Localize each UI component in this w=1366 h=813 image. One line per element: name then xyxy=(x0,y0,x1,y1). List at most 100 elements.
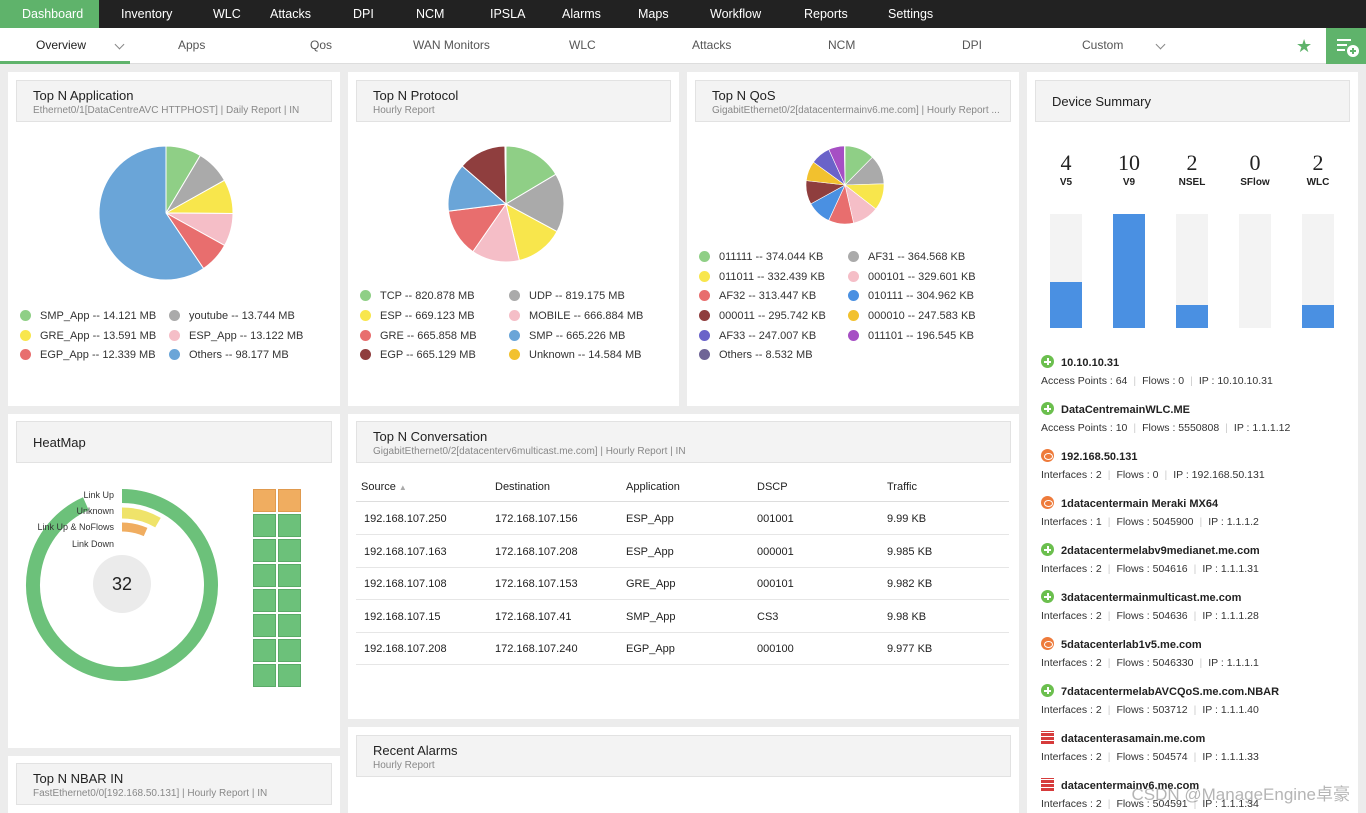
nav-workflow[interactable]: Workflow xyxy=(710,7,762,21)
device-name-row[interactable]: 5datacenterlab1v5.me.com xyxy=(1041,637,1361,651)
alarms-header[interactable]: Recent Alarms Hourly Report xyxy=(356,735,1011,777)
table-row[interactable]: 192.168.107.15 172.168.107.41 SMP_App CS3 9.… xyxy=(356,601,1009,633)
legend-item[interactable]: ESP_App -- 13.122 MB xyxy=(169,329,303,343)
nav-ncm[interactable]: NCM xyxy=(416,7,445,21)
top-app-pie-chart[interactable] xyxy=(99,146,233,280)
nav-dpi[interactable]: DPI xyxy=(353,7,374,21)
device-item[interactable]: 3datacentermainmulticast.me.com Interface… xyxy=(1041,590,1361,622)
donut-arc-link-up[interactable] xyxy=(26,489,218,681)
subnav-overview[interactable]: Overview xyxy=(0,28,130,64)
nav-dashboard[interactable]: Dashboard xyxy=(0,0,99,28)
nav-ipsla[interactable]: IPSLA xyxy=(490,7,526,21)
device-name-row[interactable]: datacenterasamain.me.com xyxy=(1041,731,1361,745)
col-source[interactable]: Source ▲ xyxy=(361,481,407,493)
heatmap-cell[interactable] xyxy=(253,539,276,562)
heatmap-cell[interactable] xyxy=(278,489,301,512)
col-destination[interactable]: Destination xyxy=(495,481,551,493)
top-qos-pie-chart[interactable] xyxy=(806,146,884,224)
count-sflow[interactable]: 0 SFlow xyxy=(1230,150,1280,188)
col-traffic[interactable]: Traffic xyxy=(887,481,917,493)
top-qos-header[interactable]: Top N QoS GigabitEthernet0/2[datacenterm… xyxy=(695,80,1011,122)
nav-maps[interactable]: Maps xyxy=(638,7,669,21)
heatmap-cell[interactable] xyxy=(253,614,276,637)
count-v9[interactable]: 10 V9 xyxy=(1104,150,1154,188)
subnav-custom[interactable]: Custom xyxy=(1082,38,1124,52)
pie-slice-tcp[interactable] xyxy=(505,146,557,205)
heatmap-cell[interactable] xyxy=(278,564,301,587)
top-protocol-pie-chart[interactable] xyxy=(448,146,564,262)
legend-item[interactable]: 011011 -- 332.439 KB xyxy=(699,270,825,284)
bar-nsel[interactable] xyxy=(1176,214,1208,328)
heatmap-cell[interactable] xyxy=(253,664,276,687)
heatmap-cell[interactable] xyxy=(253,589,276,612)
legend-item[interactable]: 011111 -- 374.044 KB xyxy=(699,250,823,264)
legend-item[interactable]: Unknown -- 14.584 MB xyxy=(509,348,642,362)
legend-item[interactable]: 000011 -- 295.742 KB xyxy=(699,309,826,323)
legend-item[interactable]: GRE_App -- 13.591 MB xyxy=(20,329,156,343)
heatmap-cell[interactable] xyxy=(278,589,301,612)
subnav-dpi[interactable]: DPI xyxy=(962,38,983,52)
legend-item[interactable]: SMP -- 665.226 MB xyxy=(509,329,625,343)
legend-item[interactable]: youtube -- 13.744 MB xyxy=(169,309,295,323)
subnav-attacks[interactable]: Attacks xyxy=(692,38,732,52)
chevron-down-icon[interactable] xyxy=(1155,39,1166,50)
heatmap-header[interactable]: HeatMap xyxy=(16,421,332,463)
legend-item[interactable]: SMP_App -- 14.121 MB xyxy=(20,309,156,323)
heatmap-cell[interactable] xyxy=(278,664,301,687)
device-name-row[interactable]: 192.168.50.131 xyxy=(1041,449,1361,463)
count-wlc[interactable]: 2 WLC xyxy=(1293,150,1343,188)
nav-attacks[interactable]: Attacks xyxy=(270,7,311,21)
nav-wlc[interactable]: WLC xyxy=(213,7,241,21)
star-icon[interactable]: ★ xyxy=(1296,36,1313,56)
device-item[interactable]: 5datacenterlab1v5.me.com Interfaces : 2 | F… xyxy=(1041,637,1361,669)
device-item[interactable]: datacenterasamain.me.com Interfaces : 2 | F… xyxy=(1041,731,1361,763)
device-name-row[interactable]: 3datacentermainmulticast.me.com xyxy=(1041,590,1361,604)
device-item[interactable]: 1datacentermain Meraki MX64 Interfaces : … xyxy=(1041,496,1361,528)
device-name-row[interactable]: DataCentremainWLC.ME xyxy=(1041,402,1361,416)
subnav-wan-monitors[interactable]: WAN Monitors xyxy=(413,38,490,52)
legend-item[interactable]: Others -- 98.177 MB xyxy=(169,348,289,362)
heatmap-cell[interactable] xyxy=(278,539,301,562)
subnav-wlc[interactable]: WLC xyxy=(569,38,596,52)
heatmap-cell[interactable] xyxy=(253,639,276,662)
nbar-header[interactable]: Top N NBAR IN FastEthernet0/0[192.168.50… xyxy=(16,763,332,805)
heatmap-cell[interactable] xyxy=(253,514,276,537)
nav-settings[interactable]: Settings xyxy=(888,7,934,21)
heatmap-cell[interactable] xyxy=(278,639,301,662)
legend-item[interactable]: 010111 -- 304.962 KB xyxy=(848,289,974,303)
add-widget-button[interactable] xyxy=(1326,28,1366,64)
legend-item[interactable]: TCP -- 820.878 MB xyxy=(360,289,475,303)
top-app-header[interactable]: Top N Application Ethernet0/1[DataCentre… xyxy=(16,80,332,122)
pie-slice-udp[interactable] xyxy=(504,173,564,233)
device-item[interactable]: 2datacentermelabv9medianet.me.com Interfa… xyxy=(1041,543,1361,575)
top-protocol-header[interactable]: Top N Protocol Hourly Report xyxy=(356,80,671,122)
device-name-row[interactable]: 2datacentermelabv9medianet.me.com xyxy=(1041,543,1361,557)
pie-slice-unknown[interactable] xyxy=(504,146,507,205)
heatmap-cell[interactable] xyxy=(278,614,301,637)
pie-slice-others[interactable] xyxy=(99,146,205,280)
pie-slice-others[interactable] xyxy=(844,146,846,186)
table-row[interactable]: 192.168.107.108 172.168.107.153 GRE_App 000… xyxy=(356,568,1009,600)
legend-item[interactable]: 011101 -- 196.545 KB xyxy=(848,329,974,343)
device-item[interactable]: 10.10.10.31 Access Points : 64 | Flows : 0 |… xyxy=(1041,355,1361,387)
col-application[interactable]: Application xyxy=(626,481,680,493)
table-row[interactable]: 192.168.107.163 172.168.107.208 ESP_App 000… xyxy=(356,536,1009,568)
donut-arc-unknown[interactable] xyxy=(121,507,161,528)
legend-item[interactable]: EGP_App -- 12.339 MB xyxy=(20,348,156,362)
heatmap-cell[interactable] xyxy=(253,489,276,512)
bar-v9[interactable] xyxy=(1113,214,1145,328)
subnav-qos[interactable]: Qos xyxy=(310,38,333,52)
legend-item[interactable]: UDP -- 819.175 MB xyxy=(509,289,625,303)
device-name-row[interactable]: 7datacentermelabAVCQoS.me.com.NBAR xyxy=(1041,684,1361,698)
device-summary-header[interactable]: Device Summary xyxy=(1035,80,1350,122)
nav-reports[interactable]: Reports xyxy=(804,7,848,21)
count-v5[interactable]: 4 V5 xyxy=(1041,150,1091,188)
table-row[interactable]: 192.168.107.250 172.168.107.156 ESP_App 001… xyxy=(356,503,1009,535)
subnav-ncm[interactable]: NCM xyxy=(828,38,856,52)
heatmap-cell[interactable] xyxy=(278,514,301,537)
donut-arc-link-up-noflows[interactable] xyxy=(121,522,148,537)
device-item[interactable]: 192.168.50.131 Interfaces : 2 | Flows : 0 | I… xyxy=(1041,449,1361,481)
nav-alarms[interactable]: Alarms xyxy=(562,7,601,21)
device-item[interactable]: datacentermainv6.me.com Interfaces : 2 | Fl… xyxy=(1041,778,1361,810)
device-name-row[interactable]: datacentermainv6.me.com xyxy=(1041,778,1361,792)
